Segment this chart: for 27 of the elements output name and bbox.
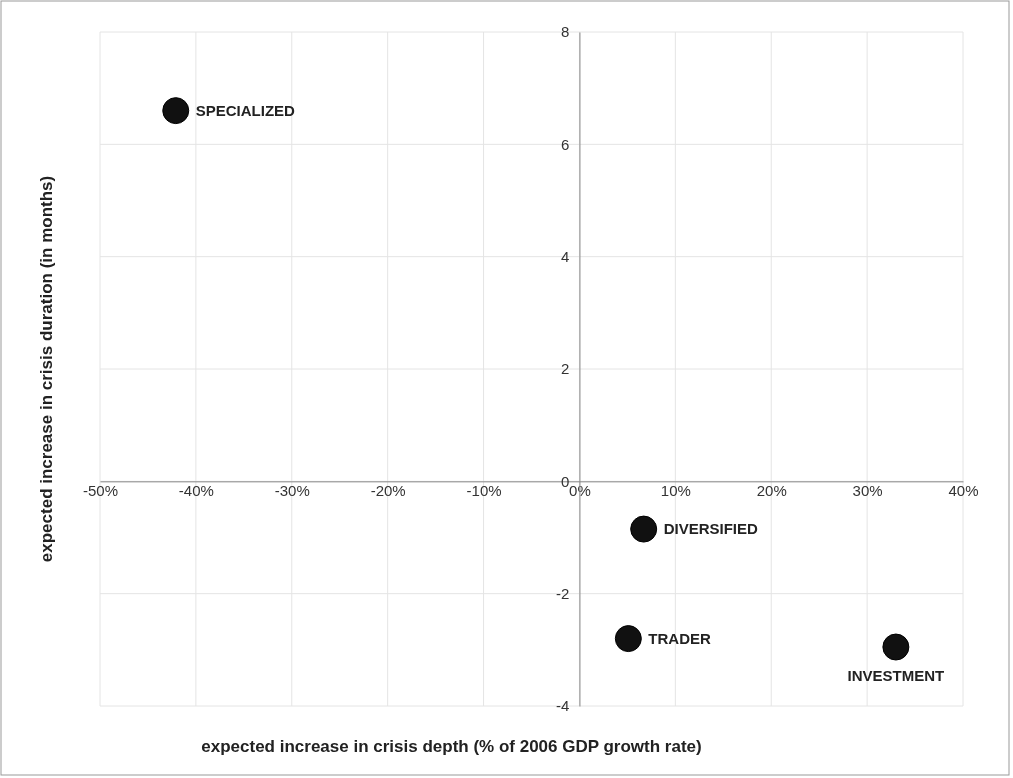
x-axis-title: expected increase in crisis depth (% of 2006 GDP growth rate) <box>201 737 702 756</box>
y-tick-label: 4 <box>561 247 570 265</box>
y-axis-title: expected increase in crisis duration (in months) <box>37 175 56 563</box>
point <box>882 633 910 661</box>
x-tick-label: -50% <box>82 481 119 499</box>
point <box>162 97 190 125</box>
y-tick-label: 2 <box>561 360 570 378</box>
x-tick-label: -20% <box>370 481 406 499</box>
x-tick-label: 30% <box>852 481 883 499</box>
x-tick-label: -30% <box>274 481 310 499</box>
annotation: TRADER <box>648 629 712 647</box>
y-tick-label: -4 <box>556 697 570 715</box>
y-tick-label: 6 <box>561 135 570 153</box>
x-tick-label: -40% <box>178 481 214 499</box>
x-tick-label: 10% <box>660 481 691 499</box>
y-tick-label: -2 <box>556 584 570 602</box>
y-tick-label: 8 <box>561 23 570 41</box>
annotation: INVESTMENT <box>847 667 945 685</box>
y-tick-label: 0 <box>561 472 570 490</box>
point <box>614 625 642 653</box>
x-tick-label: 40% <box>948 481 979 499</box>
annotation: DIVERSIFIED <box>663 520 759 538</box>
point <box>630 515 658 543</box>
x-tick-label: 0% <box>569 481 591 499</box>
x-tick-label: -10% <box>466 481 502 499</box>
x-tick-label: 20% <box>756 481 787 499</box>
annotation: SPECIALIZED <box>195 101 296 119</box>
